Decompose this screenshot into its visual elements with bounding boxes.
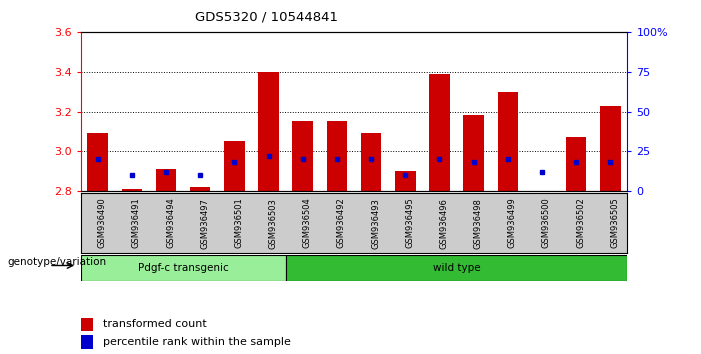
Text: GSM936497: GSM936497	[200, 198, 209, 249]
Bar	[88, 133, 108, 191]
Text: GSM936490: GSM936490	[97, 198, 107, 249]
Text: GSM936491: GSM936491	[132, 198, 141, 249]
Text: percentile rank within the sample: percentile rank within the sample	[103, 337, 291, 347]
Text: Pdgf-c transgenic: Pdgf-c transgenic	[138, 263, 229, 273]
Bar	[81, 318, 93, 331]
Bar	[361, 133, 381, 191]
Bar	[258, 72, 279, 191]
Text: genotype/variation: genotype/variation	[7, 257, 106, 267]
Bar	[122, 189, 142, 191]
Text: GSM936499: GSM936499	[508, 198, 517, 249]
Text: GSM936495: GSM936495	[405, 198, 414, 249]
Bar	[429, 74, 450, 191]
Bar	[566, 137, 586, 191]
Bar	[600, 105, 620, 191]
Text: GSM936500: GSM936500	[542, 198, 551, 249]
Bar	[190, 187, 210, 191]
Text: GSM936494: GSM936494	[166, 198, 175, 249]
Text: GSM936492: GSM936492	[337, 198, 346, 249]
Bar	[224, 141, 245, 191]
Bar	[327, 121, 347, 191]
Bar	[286, 255, 627, 281]
Bar	[156, 169, 176, 191]
Bar	[81, 255, 286, 281]
Text: GSM936502: GSM936502	[576, 198, 585, 249]
Bar	[292, 121, 313, 191]
Bar	[395, 171, 416, 191]
Text: wild type: wild type	[433, 263, 480, 273]
Text: GSM936504: GSM936504	[303, 198, 312, 249]
Bar	[463, 115, 484, 191]
Bar	[498, 92, 518, 191]
Text: GSM936503: GSM936503	[268, 198, 278, 249]
Text: GDS5320 / 10544841: GDS5320 / 10544841	[195, 11, 338, 24]
Text: transformed count: transformed count	[103, 319, 207, 329]
Text: GSM936496: GSM936496	[440, 198, 449, 249]
Text: GSM936498: GSM936498	[474, 198, 482, 249]
Text: GSM936501: GSM936501	[234, 198, 243, 249]
Bar	[81, 335, 93, 349]
Text: GSM936493: GSM936493	[371, 198, 380, 249]
Text: GSM936505: GSM936505	[611, 198, 619, 249]
